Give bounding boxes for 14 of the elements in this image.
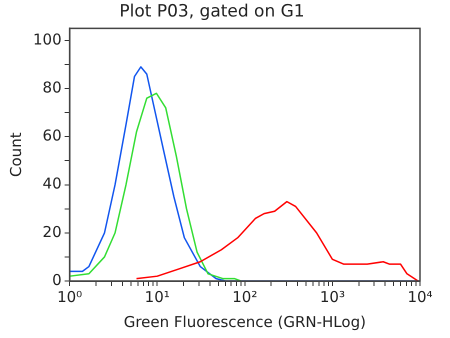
- x-tick-label: 10¹: [144, 288, 170, 306]
- y-tick-label: 20: [42, 222, 62, 241]
- y-tick-label: 60: [42, 126, 62, 145]
- chart-title: Plot P03, gated on G1: [119, 2, 305, 22]
- y-tick-label: 0: [52, 270, 62, 289]
- y-tick-label: 80: [42, 78, 62, 96]
- y-tick-label: 100: [32, 30, 62, 48]
- y-tick-label: 40: [42, 174, 62, 193]
- x-tick-label: 10⁴: [407, 288, 433, 306]
- x-tick-label: 10²: [232, 288, 258, 306]
- x-tick-label: 10³: [320, 288, 345, 306]
- x-tick-label: 10⁰: [57, 288, 82, 306]
- x-axis-title: Green Fluorescence (GRN-HLog): [124, 312, 366, 331]
- y-axis-title: Count: [6, 132, 25, 177]
